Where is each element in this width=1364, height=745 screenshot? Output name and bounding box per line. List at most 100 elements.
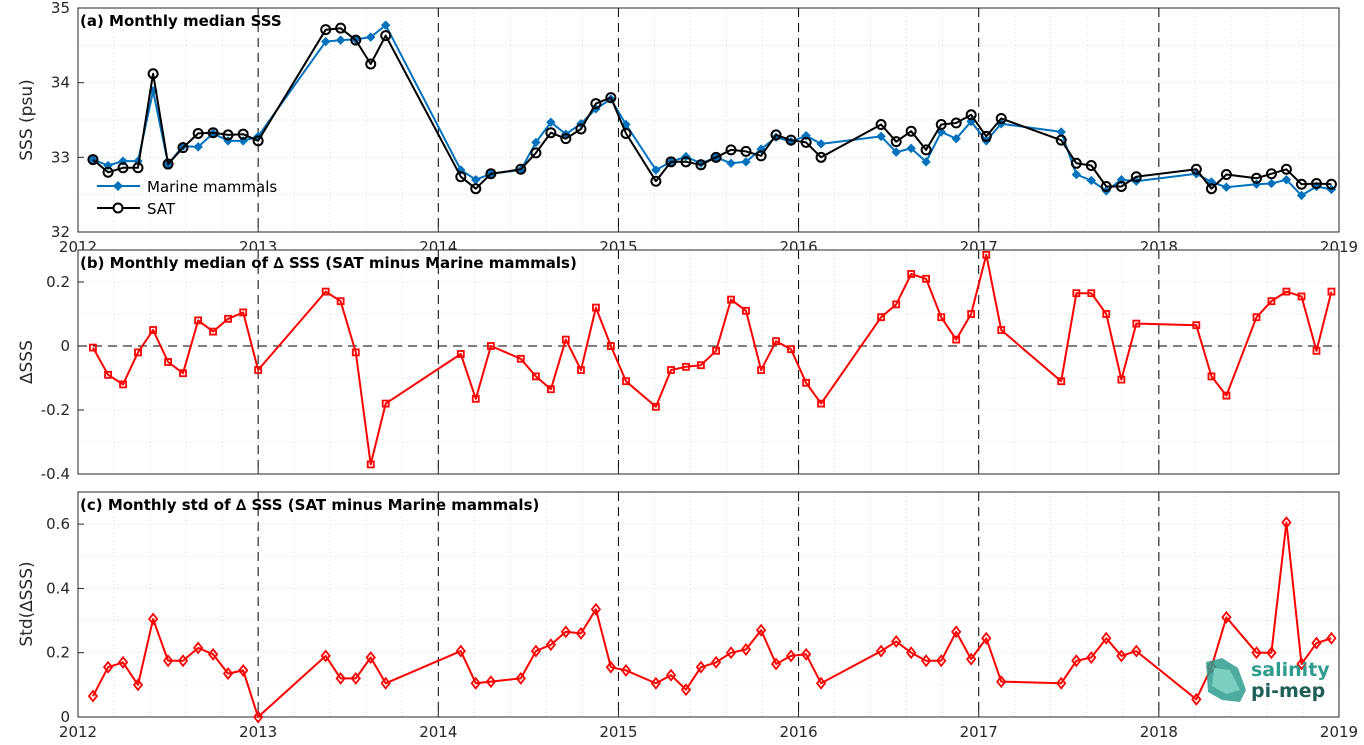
data-point xyxy=(920,144,932,156)
data-point xyxy=(651,402,660,411)
data-point xyxy=(471,394,480,403)
data-point xyxy=(755,150,767,162)
data-point xyxy=(1250,172,1262,184)
data-point xyxy=(380,30,392,42)
data-point xyxy=(320,36,331,47)
data-point xyxy=(119,380,127,389)
panel-a-title: (a) Monthly median SSS xyxy=(80,12,282,30)
data-point xyxy=(222,129,234,141)
panel-a: 2012 2013 2014 2015 2016 2017 2018 201932333435… xyxy=(17,0,1358,256)
data-point xyxy=(102,660,114,674)
data-point xyxy=(132,678,144,692)
data-point xyxy=(1115,180,1127,192)
data-point xyxy=(741,157,751,167)
data-point xyxy=(665,156,677,168)
data-point xyxy=(1132,319,1141,328)
data-point xyxy=(455,644,466,658)
data-point xyxy=(965,109,977,121)
data-point xyxy=(802,378,811,387)
data-point xyxy=(891,147,901,157)
data-point xyxy=(906,646,917,660)
data-point xyxy=(485,675,497,689)
data-point xyxy=(1071,654,1082,668)
data-point xyxy=(1266,646,1277,660)
data-point xyxy=(952,335,961,344)
panel-c-ylabel: Std(∆SSS) xyxy=(17,561,37,646)
data-point xyxy=(772,337,780,346)
data-point xyxy=(757,366,766,374)
data-point xyxy=(252,135,264,147)
data-point xyxy=(351,348,360,357)
data-point xyxy=(1296,657,1307,671)
data-point xyxy=(800,647,812,661)
data-point xyxy=(770,129,782,141)
x-tick-label: 2018 xyxy=(1140,723,1178,741)
data-point xyxy=(179,369,187,378)
data-point xyxy=(366,460,375,469)
data-point xyxy=(726,158,736,169)
data-point xyxy=(207,127,219,139)
y-tick-label: 0.4 xyxy=(46,579,70,597)
data-point xyxy=(1297,292,1306,301)
data-point xyxy=(980,130,992,142)
data-point xyxy=(875,644,887,658)
data-point xyxy=(682,362,690,371)
data-point xyxy=(967,310,976,318)
data-point xyxy=(995,113,1007,125)
legend-marker-sat xyxy=(112,202,124,214)
data-point xyxy=(470,676,481,690)
data-point xyxy=(117,162,129,174)
data-point xyxy=(785,134,797,146)
data-point xyxy=(132,162,144,174)
panel-b: -0.4 -0.2 0 0.2 (b) Monthly median of ∆ SSS… xyxy=(17,249,1340,483)
data-point xyxy=(560,625,571,639)
data-point xyxy=(515,163,527,175)
data-point xyxy=(577,366,585,374)
data-point xyxy=(1222,391,1231,400)
data-point xyxy=(1117,375,1126,384)
data-point xyxy=(1221,182,1232,192)
data-point xyxy=(680,683,692,697)
data-point xyxy=(147,612,159,626)
data-point xyxy=(920,654,932,668)
data-point xyxy=(817,399,825,408)
data-point xyxy=(516,354,525,363)
data-point xyxy=(530,644,542,658)
data-point xyxy=(875,118,887,130)
data-point xyxy=(350,34,362,46)
data-point xyxy=(982,250,991,259)
data-point xyxy=(755,623,767,637)
legend-label-sat: SAT xyxy=(147,200,176,218)
data-point xyxy=(560,133,572,145)
data-point xyxy=(530,147,542,159)
data-point xyxy=(1281,175,1292,185)
data-point xyxy=(710,655,722,669)
panel-a-ylabel: SSS (psu) xyxy=(17,79,37,160)
data-point xyxy=(1310,177,1322,189)
panel-b-ylabel: ∆SSS xyxy=(17,340,37,385)
data-point xyxy=(102,166,114,178)
data-point xyxy=(575,123,587,135)
data-point xyxy=(951,625,962,639)
y-tick-label: 33 xyxy=(51,148,70,166)
data-point xyxy=(320,24,332,36)
data-point xyxy=(89,343,97,352)
data-point xyxy=(532,372,540,381)
plot-frame-c xyxy=(77,491,1340,718)
data-point xyxy=(485,168,497,180)
data-point xyxy=(605,660,617,674)
y-tick-label: -0.4 xyxy=(41,465,70,483)
data-point xyxy=(1102,310,1111,318)
data-point xyxy=(134,348,142,357)
data-point xyxy=(697,361,705,370)
data-point xyxy=(951,133,961,144)
data-point xyxy=(335,671,346,685)
data-point xyxy=(207,647,219,661)
data-point xyxy=(890,136,902,148)
data-point xyxy=(740,643,752,656)
data-point xyxy=(592,303,600,312)
data-point xyxy=(1296,190,1307,201)
data-point xyxy=(1265,168,1277,180)
data-point xyxy=(546,385,555,394)
